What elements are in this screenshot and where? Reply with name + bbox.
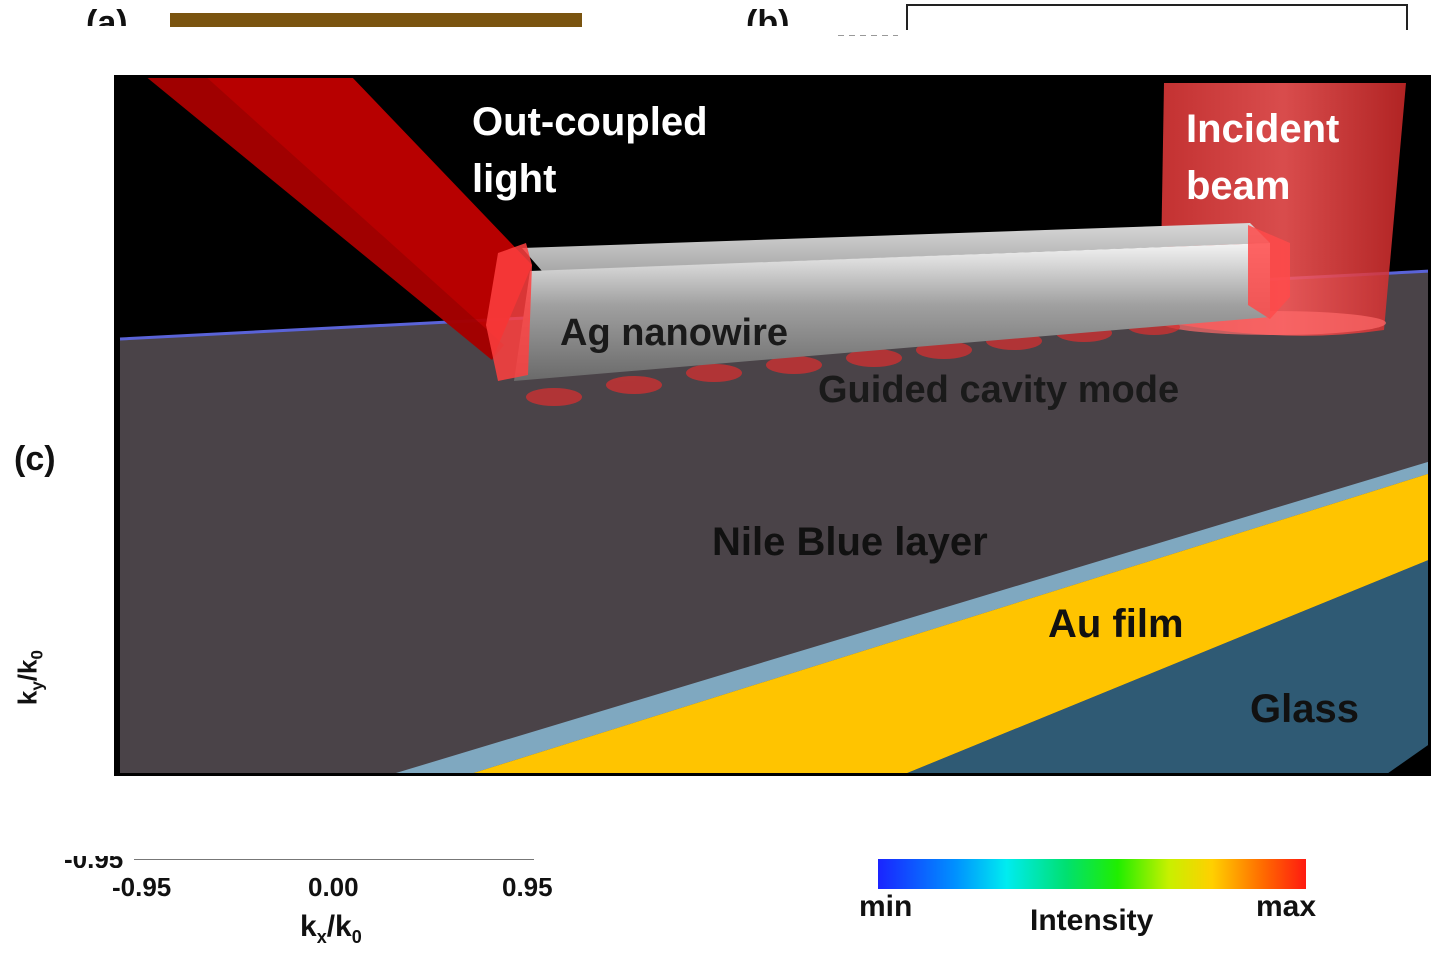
label-ag-nanowire: Ag nanowire bbox=[560, 312, 788, 354]
panel-b-plot-frame bbox=[906, 4, 1408, 30]
panel-a-label: (a) bbox=[86, 4, 128, 26]
y-axis-label: ky/k0 bbox=[12, 650, 47, 706]
glass-edge-strip bbox=[386, 461, 1431, 776]
nanowire-front-face bbox=[514, 243, 1270, 381]
glass-region bbox=[900, 559, 1431, 776]
panel-b-label: (b) bbox=[746, 4, 790, 26]
label-incident-line1: Incident bbox=[1186, 107, 1339, 151]
x-axis-line bbox=[134, 859, 534, 860]
x-axis-label: kx/k0 bbox=[300, 910, 362, 947]
nanowire-schematic: Out-coupled light Incident beam Ag nanow… bbox=[114, 75, 1431, 776]
colorbar-title: Intensity bbox=[1030, 904, 1154, 937]
label-glass: Glass bbox=[1250, 687, 1359, 731]
x-tick-zero: 0.00 bbox=[308, 872, 359, 902]
panel-a-image-strip bbox=[170, 13, 582, 27]
au-film-region bbox=[464, 473, 1431, 776]
label-au-film: Au film bbox=[1048, 602, 1184, 646]
label-nile-blue-layer: Nile Blue layer bbox=[712, 520, 988, 564]
scene-frame bbox=[114, 75, 1431, 776]
colorbar-min-label: min bbox=[859, 890, 913, 923]
panel-b-tick-fragment bbox=[838, 28, 900, 36]
out-coupled-beam-shade bbox=[144, 75, 504, 360]
nanowire-top-face bbox=[522, 223, 1270, 271]
cut-off-y-tick: -0.95 bbox=[64, 856, 134, 868]
label-out-coupled-line1: Out-coupled bbox=[472, 100, 708, 144]
nanowire-end-glow-right bbox=[1248, 225, 1290, 319]
label-out-coupled-line2: light bbox=[472, 157, 556, 201]
x-tick-pos: 0.95 bbox=[502, 872, 553, 902]
label-incident-line2: beam bbox=[1186, 164, 1291, 208]
x-tick-neg: -0.95 bbox=[112, 872, 172, 902]
bottom-corner-shadow bbox=[1384, 743, 1431, 776]
label-guided-cavity-mode: Guided cavity mode bbox=[818, 369, 1179, 411]
nanowire-end-glow-left bbox=[486, 243, 532, 381]
intensity-colorbar bbox=[878, 859, 1306, 889]
colorbar-max-label: max bbox=[1256, 890, 1317, 923]
panel-c-label: (c) bbox=[14, 440, 56, 478]
